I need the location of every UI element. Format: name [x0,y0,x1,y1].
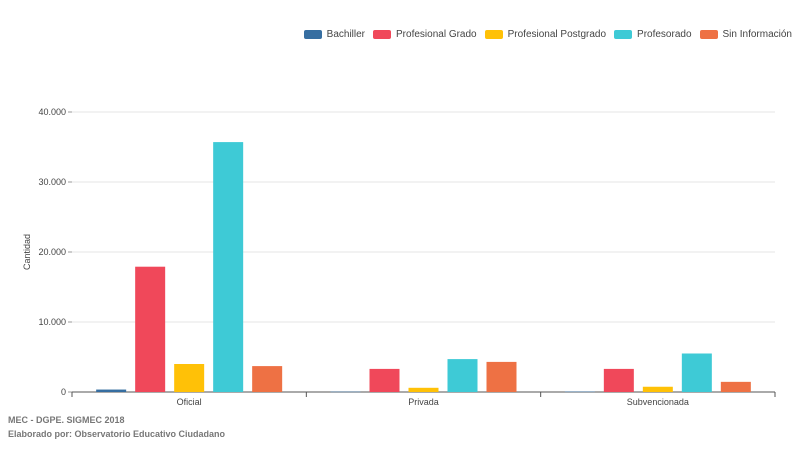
bar-2-0 [564,391,595,393]
y-tick-label: 30.000 [38,177,66,187]
bar-0-2 [174,364,205,392]
bar-1-2 [408,387,439,392]
legend-item[interactable]: Profesional Postgrado [484,29,607,40]
bar-0-1 [135,266,166,392]
legend-item[interactable]: Sin Información [699,29,792,40]
bar-1-0 [330,391,361,393]
bar-0-3 [213,142,244,392]
y-tick-label: 10.000 [38,317,66,327]
bar-1-3 [447,359,478,392]
bar-0-0 [96,389,127,392]
legend-label: Profesorado [637,29,692,40]
bar-1-4 [486,361,517,392]
y-axis-label: Cantidad [22,234,32,270]
source-line-1: MEC - DGPE. SIGMEC 2018 [8,415,125,425]
bar-1-1 [369,368,400,392]
legend-item[interactable]: Bachiller [303,29,366,40]
bar-2-2 [642,386,673,392]
legend-swatch [614,30,633,39]
chart-legend: Bachiller Profesional Grado Profesional Po… [303,29,792,40]
bar-0-4 [252,366,283,392]
y-tick-label: 20.000 [38,247,66,257]
bar-2-1 [603,368,634,392]
legend-label: Profesional Grado [396,29,477,40]
x-tick-label: Oficial [177,397,202,407]
source-line-2: Elaborado por: Observatorio Educativo Ci… [8,429,226,439]
legend-item[interactable]: Profesorado [614,29,692,40]
legend-swatch [303,30,322,39]
legend-swatch [373,30,392,39]
legend-swatch [484,30,503,39]
legend-label: Profesional Postgrado [507,29,607,40]
legend-label: Sin Información [722,29,792,40]
bar-2-3 [681,353,712,392]
x-tick-label: Privada [408,397,439,407]
y-tick-label: 0 [61,387,66,397]
x-tick-label: Subvencionada [627,397,689,407]
legend-swatch [699,30,718,39]
bar-2-4 [720,381,751,392]
legend-label: Bachiller [326,29,366,40]
legend-item[interactable]: Profesional Grado [373,29,477,40]
y-tick-label: 40.000 [38,107,66,117]
